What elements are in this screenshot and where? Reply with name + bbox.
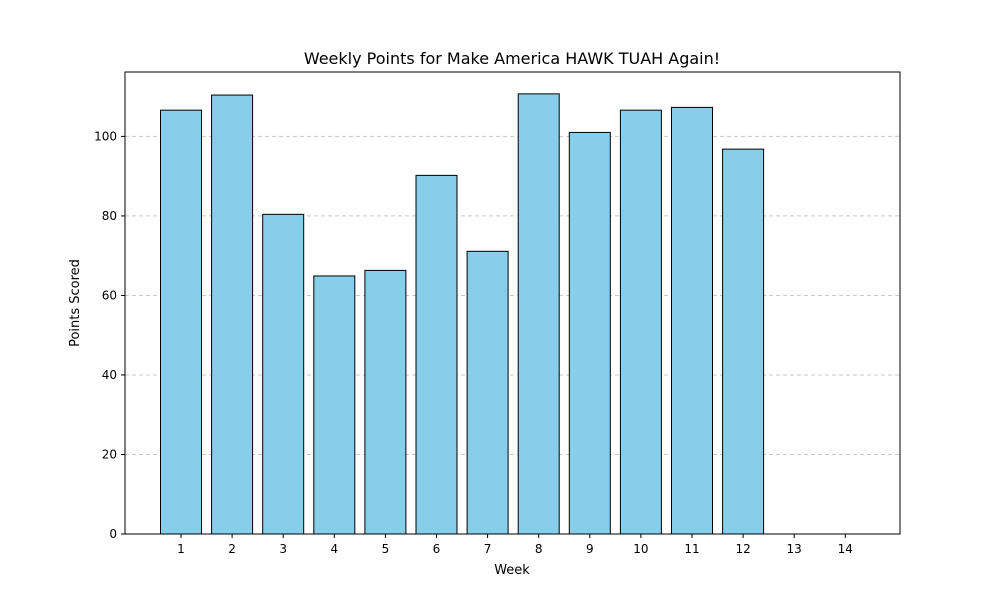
bar xyxy=(313,275,356,535)
x-tick-label: 9 xyxy=(586,542,594,556)
x-tick-label: 2 xyxy=(228,542,236,556)
x-axis-label: Week xyxy=(494,563,530,578)
bar xyxy=(262,213,305,535)
x-axis-ticks: 1 2 3 4 5 6 7 8 9 10 11 12 13 14 xyxy=(177,534,853,556)
y-tick-label: 100 xyxy=(94,129,117,143)
x-tick-label: 1 xyxy=(177,542,185,556)
x-tick-label: 10 xyxy=(633,542,648,556)
x-tick-label: 11 xyxy=(684,542,699,556)
bar xyxy=(722,148,765,535)
y-tick-label: 60 xyxy=(102,288,117,302)
y-axis-ticks: 0 20 40 60 80 100 xyxy=(94,129,125,541)
y-axis-label: Points Scored xyxy=(68,259,83,347)
x-tick-label: 8 xyxy=(535,542,543,556)
bar xyxy=(415,174,458,535)
y-tick-label: 20 xyxy=(102,447,117,461)
x-tick-label: 3 xyxy=(279,542,287,556)
x-tick-label: 5 xyxy=(382,542,390,556)
bar xyxy=(466,250,509,535)
x-tick-label: 14 xyxy=(838,542,853,556)
x-tick-label: 4 xyxy=(330,542,338,556)
bar xyxy=(671,106,713,535)
x-tick-label: 7 xyxy=(484,542,492,556)
bars xyxy=(160,93,765,535)
bar xyxy=(517,93,560,535)
bar xyxy=(160,109,202,535)
y-tick-label: 0 xyxy=(109,527,117,541)
y-tick-label: 80 xyxy=(102,209,117,223)
x-tick-label: 12 xyxy=(735,542,750,556)
bar xyxy=(568,131,611,535)
y-tick-label: 40 xyxy=(102,368,117,382)
x-tick-label: 6 xyxy=(433,542,441,556)
plot-frame xyxy=(124,71,901,535)
x-tick-label: 13 xyxy=(787,542,802,556)
bar xyxy=(211,94,254,535)
bar xyxy=(364,269,407,535)
bar xyxy=(619,109,662,535)
chart-title: Weekly Points for Make America HAWK TUAH… xyxy=(304,49,720,68)
